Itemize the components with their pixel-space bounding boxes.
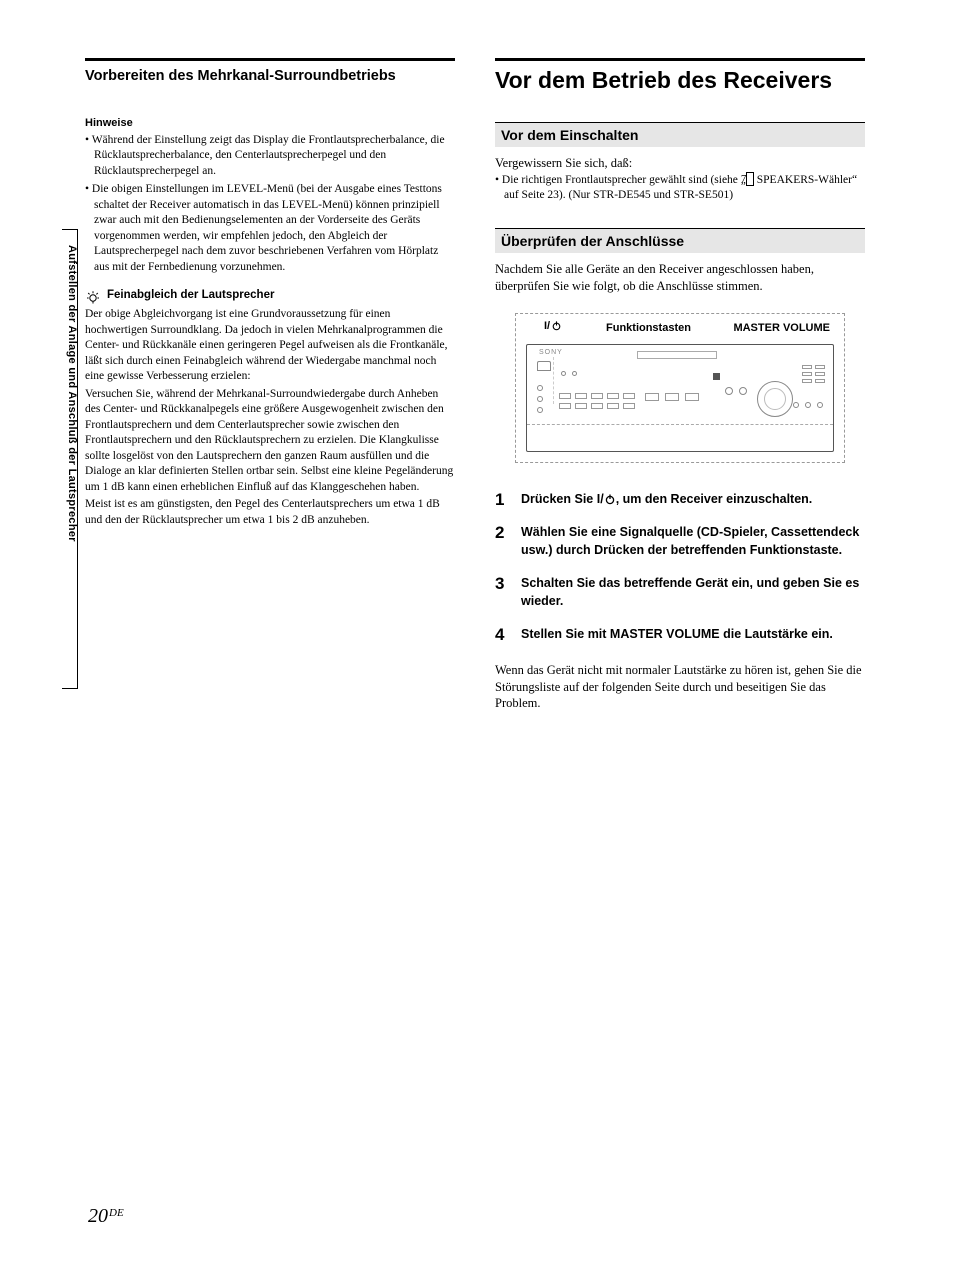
page-number-lang: DE: [109, 1207, 124, 1219]
step-item: 1 Drücken Sie I/ , um den Receiver einzus…: [495, 491, 865, 509]
sub1-bullet-pre: Die richtigen Frontlautsprecher gewählt …: [502, 174, 746, 186]
diagram-right-buttons: [802, 365, 825, 383]
side-tab-label: Aufstellen der Anlage und Anschluß der L…: [66, 245, 78, 542]
diagram-dots: [561, 371, 577, 376]
diagram-square: [713, 373, 720, 380]
content-columns: Vorbereiten des Mehrkanal-Surroundbetrie…: [85, 58, 869, 712]
diagram-left-circles: [537, 385, 543, 413]
tip-header-row: Feinabgleich der Lautsprecher: [85, 289, 455, 305]
step-number: 3: [495, 575, 509, 610]
hinweise-list: Während der Einstellung zeigt das Displa…: [85, 133, 455, 276]
diagram-master-label: MASTER VOLUME: [733, 322, 830, 334]
hinweise-item: Während der Einstellung zeigt das Displa…: [85, 133, 455, 180]
left-section-title: Vorbereiten des Mehrkanal-Surroundbetrie…: [85, 67, 455, 87]
step-number: 2: [495, 524, 509, 559]
diagram-knob: [725, 387, 733, 395]
step-number: 1: [495, 491, 509, 509]
tip-icon: [85, 289, 101, 305]
power-icon: [604, 493, 616, 505]
sub1-bullet: Die richtigen Frontlautsprecher gewählt …: [495, 172, 865, 204]
step-text: Drücken Sie I/ , um den Receiver einzusch…: [521, 491, 812, 509]
step-text-pre: Drücken Sie I/: [521, 492, 604, 506]
sub-heading-1: Vor dem Einschalten: [495, 122, 865, 147]
diagram-power-text: I/: [544, 320, 550, 332]
diagram-knob: [739, 387, 747, 395]
ref-number-box: 7: [746, 172, 754, 186]
step-item: 2 Wählen Sie eine Signalquelle (CD-Spiel…: [495, 524, 865, 559]
step-item: 4 Stellen Sie mit MASTER VOLUME die Laut…: [495, 626, 865, 644]
step-text: Wählen Sie eine Signalquelle (CD-Spieler…: [521, 524, 865, 559]
tip-paragraph: Versuchen Sie, während der Mehrkanal-Sur…: [85, 387, 455, 496]
step-text: Schalten Sie das betreffende Gerät ein, …: [521, 575, 865, 610]
step-text-post: , um den Receiver einzuschalten.: [616, 492, 813, 506]
diagram-mid-buttons: [645, 393, 699, 401]
sub-heading-2: Überprüfen der Anschlüsse: [495, 228, 865, 253]
page-number: 20DE: [88, 1205, 124, 1228]
main-heading: Vor dem Betrieb des Receivers: [495, 67, 865, 94]
hinweise-heading: Hinweise: [85, 117, 455, 129]
step-number: 4: [495, 626, 509, 644]
diagram-power-label: I/: [544, 320, 562, 332]
power-icon: [551, 320, 562, 331]
steps-list: 1 Drücken Sie I/ , um den Receiver einzus…: [495, 491, 865, 644]
diagram-tiny-circles: [793, 402, 823, 408]
left-column: Vorbereiten des Mehrkanal-Surroundbetrie…: [85, 58, 455, 712]
diagram-funk-label: Funktionstasten: [606, 322, 691, 334]
closing-paragraph: Wenn das Gerät nicht mit normaler Lautst…: [495, 662, 865, 713]
sub1-bullets: Die richtigen Frontlautsprecher gewählt …: [495, 172, 865, 204]
sub1-intro: Vergewissern Sie sich, daß:: [495, 155, 865, 172]
tip-paragraph: Meist ist es am günstigsten, den Pegel d…: [85, 497, 455, 528]
hinweise-item: Die obigen Einstellungen im LEVEL-Menü (…: [85, 182, 455, 275]
tip-label: Feinabgleich der Lautsprecher: [107, 289, 274, 301]
diagram-body: SONY: [526, 344, 834, 452]
right-column: Vor dem Betrieb des Receivers Vor dem Ei…: [495, 58, 865, 712]
step-item: 3 Schalten Sie das betreffende Gerät ein…: [495, 575, 865, 610]
page: Aufstellen der Anlage und Anschluß der L…: [0, 0, 954, 1274]
diagram-buttons-row2: [559, 403, 635, 409]
right-rule: [495, 58, 865, 61]
diagram-inner: SONY: [527, 345, 833, 425]
page-number-value: 20: [88, 1205, 108, 1227]
diagram-sep: [553, 357, 554, 404]
sub2-intro: Nachdem Sie alle Geräte an den Receiver …: [495, 261, 865, 295]
diagram-buttons-row1: [559, 393, 635, 399]
tip-paragraph: Der obige Abgleichvorgang ist eine Grund…: [85, 307, 455, 385]
left-rule: [85, 58, 455, 61]
diagram-display: [637, 351, 717, 359]
diagram-door: [537, 361, 551, 371]
diagram-volume-knob: [757, 381, 793, 417]
receiver-diagram: I/ Funktionstasten MASTER VOLUME SONY: [515, 313, 845, 463]
diagram-brand: SONY: [539, 349, 563, 356]
step-text: Stellen Sie mit MASTER VOLUME die Lautst…: [521, 626, 833, 644]
